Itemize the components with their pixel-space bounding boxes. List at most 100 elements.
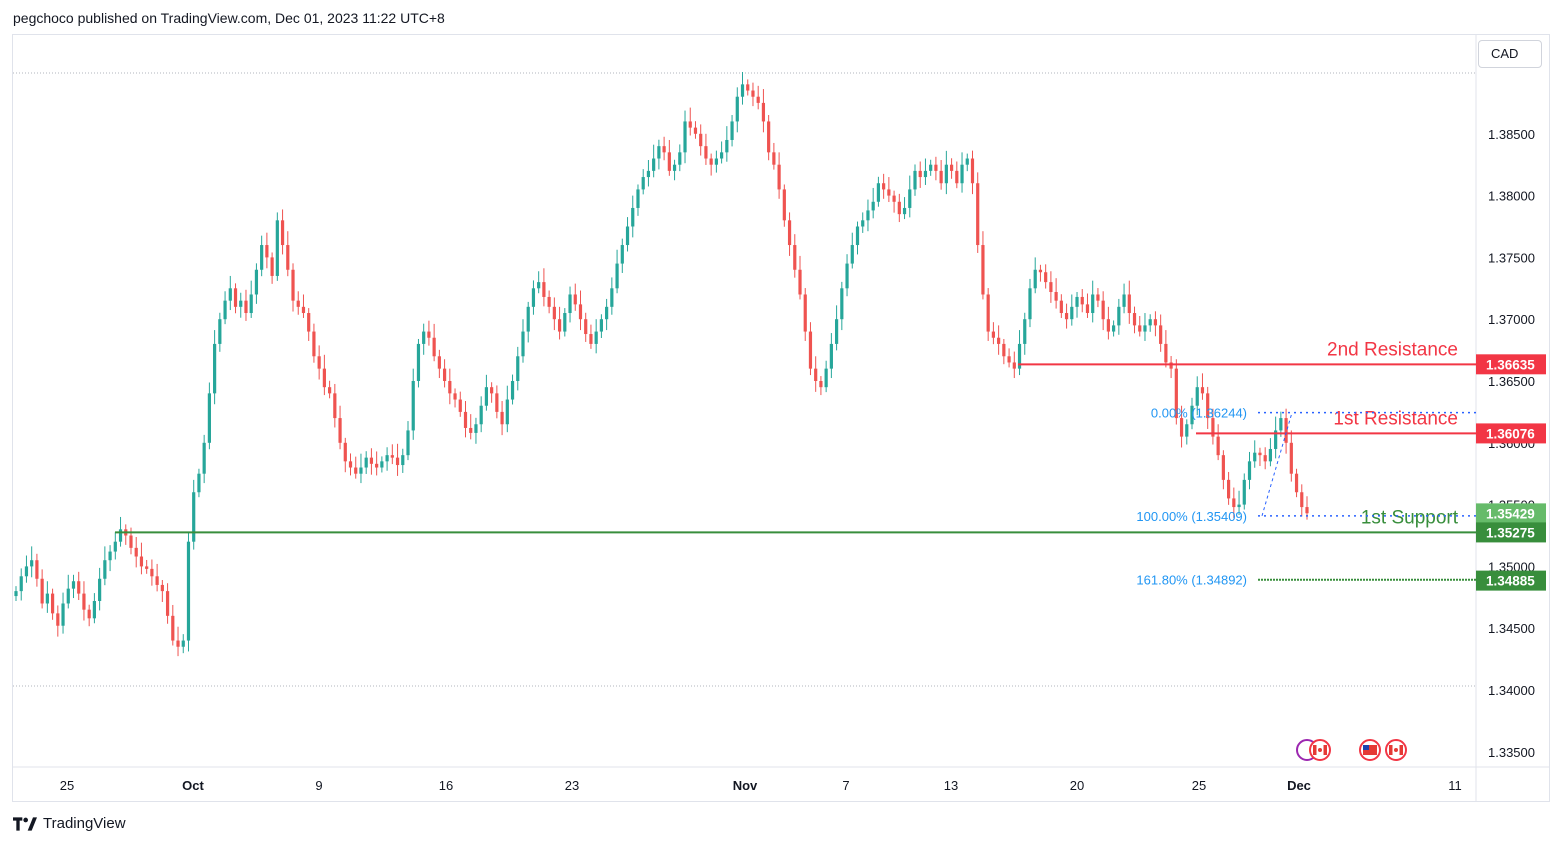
candle-body [1200,387,1205,394]
price-label: 1.34885 [1486,574,1535,589]
candle-body [1185,424,1189,437]
candle-body [720,152,724,159]
candle-body [500,411,504,425]
candle-body [448,381,452,394]
candle-body [840,288,844,320]
y-tick-label: 1.33500 [1488,745,1535,760]
candle-body [897,201,901,215]
candle-body [1211,418,1215,437]
candle-body [474,424,478,433]
candle-body [1300,492,1304,508]
candle-body [380,461,384,468]
x-tick-label: Dec [1287,778,1311,793]
candle-body [526,306,530,332]
candle-body [970,158,975,184]
candle-body [1294,473,1299,493]
level-label: 1st Support [1361,507,1459,528]
candle-body [223,300,227,320]
candle-body [50,593,55,614]
candle-body [589,334,593,344]
candle-body [1044,272,1048,283]
candle-body [1075,296,1079,307]
candle-body [40,578,44,604]
candle-body [976,183,980,246]
candle-body [1064,313,1069,320]
candle-body [265,245,269,258]
candle-body [746,84,750,91]
candle-body [803,294,807,332]
candle-body [923,170,928,178]
price-label: 1.36076 [1486,426,1535,441]
candle-body [98,578,102,602]
x-tick-label: 25 [60,778,74,793]
candle-body [484,387,489,406]
candle-body [61,603,65,626]
candle-body [82,593,86,610]
candle-body [672,164,677,171]
candle-body [829,343,833,369]
candle-body [495,393,499,412]
candle-body [699,133,703,147]
candle-body [422,331,426,344]
flag-leaf [1318,748,1322,752]
candle-body [437,356,441,369]
candle-body [1206,393,1210,419]
candle-body [145,566,149,569]
fib-trend-line [1261,412,1293,516]
candle-body [77,581,81,594]
y-tick-label: 1.38500 [1488,127,1535,142]
flag-band [1313,745,1317,755]
x-tick-label: 11 [1448,778,1462,793]
candle-body [1122,294,1126,307]
candle-body [165,591,170,616]
event-markers [1296,739,1407,761]
candle-body [307,313,311,332]
candle-body [845,263,849,289]
candle-body [1059,300,1063,314]
candle-body [1258,452,1262,456]
currency-selector[interactable]: CAD [1478,40,1542,68]
x-tick-label: Oct [182,778,204,793]
candle-body [348,461,353,468]
price-axis: 1.340001.345001.350001.355001.360001.365… [1476,127,1546,760]
candle-body [160,584,164,592]
candle-body [390,455,394,458]
candle-body [657,146,661,159]
candle-body [1070,306,1074,320]
candle-body [186,541,191,641]
candle-body [981,245,985,295]
candle-body [955,170,959,184]
candle-body [902,207,907,215]
candle-body [458,399,462,412]
y-tick-label: 1.37500 [1488,250,1535,265]
candle-body [416,343,421,381]
candle-body [333,393,337,419]
brand-name[interactable]: TradingView [43,815,126,832]
candle-body [798,269,802,295]
candle-body [1242,479,1246,505]
candle-body [704,146,708,159]
x-tick-label: Nov [733,778,758,793]
candle-body [767,121,771,153]
candle-body [605,306,609,320]
candle-body [171,615,175,641]
candle-body [934,164,938,171]
x-tick-label: 13 [944,778,958,793]
candle-body [678,152,682,165]
candle-body [662,146,666,153]
candle-body [228,288,232,301]
candle-body [1179,418,1184,437]
candle-body [71,581,76,589]
candle-body [1012,362,1016,369]
candle-body [56,613,60,626]
candle-body [1106,319,1110,332]
candle-body [584,319,588,335]
candle-body [103,560,107,579]
candle-body [155,576,159,585]
candle-body [1263,455,1267,462]
candle-body [24,566,29,577]
tradingview-logo-icon [13,816,37,831]
candle-body [929,164,933,171]
footer: TradingView [13,815,126,832]
